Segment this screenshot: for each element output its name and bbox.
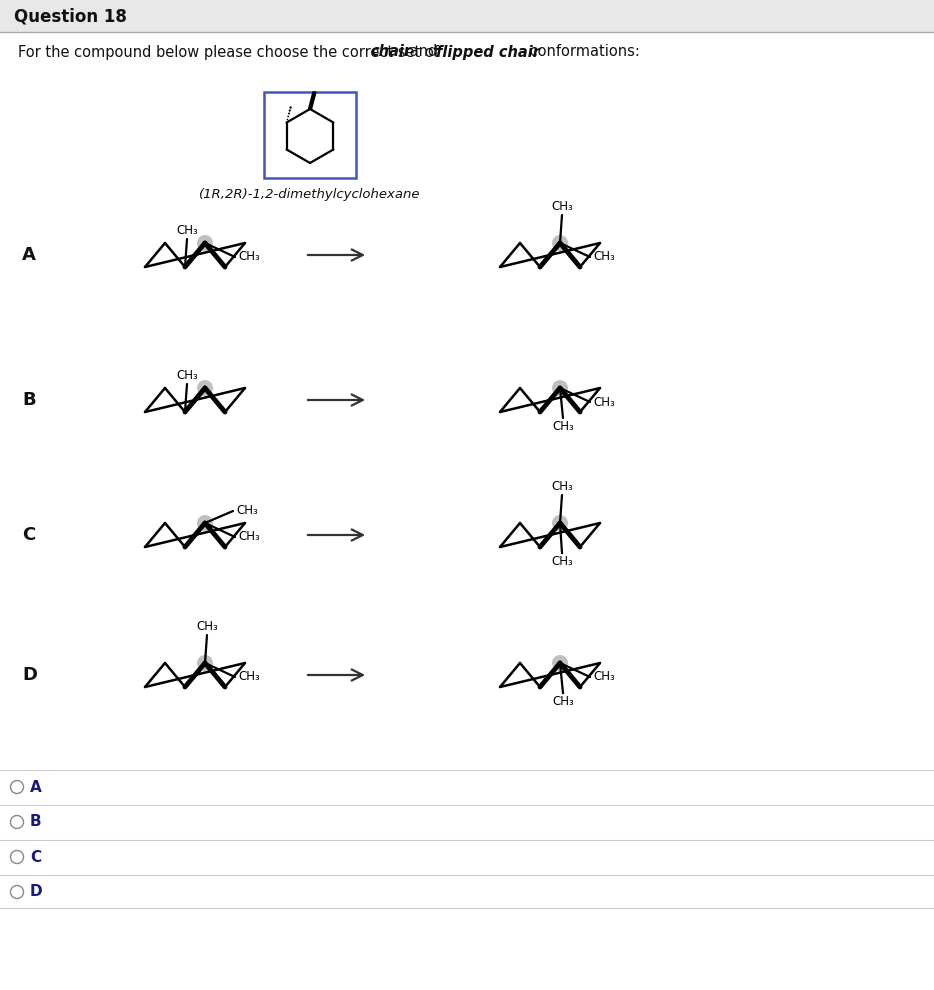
FancyBboxPatch shape xyxy=(264,92,356,178)
Text: CH₃: CH₃ xyxy=(238,250,260,263)
Text: (1R,2R)-1,2-dimethylcyclohexane: (1R,2R)-1,2-dimethylcyclohexane xyxy=(199,188,420,201)
Circle shape xyxy=(288,116,290,118)
Circle shape xyxy=(10,780,23,794)
Text: A: A xyxy=(22,246,35,264)
Text: CH₃: CH₃ xyxy=(238,670,260,683)
Circle shape xyxy=(288,113,290,115)
Text: B: B xyxy=(22,391,35,409)
Text: CH₃: CH₃ xyxy=(196,620,218,633)
Text: C: C xyxy=(30,849,41,864)
Polygon shape xyxy=(308,92,316,109)
Text: A: A xyxy=(30,779,42,795)
Circle shape xyxy=(197,655,213,671)
Circle shape xyxy=(286,122,288,123)
Circle shape xyxy=(552,655,568,671)
Circle shape xyxy=(552,380,568,396)
FancyBboxPatch shape xyxy=(0,0,934,32)
Text: CH₃: CH₃ xyxy=(552,695,573,708)
Text: CH₃: CH₃ xyxy=(177,369,198,382)
Text: C: C xyxy=(22,526,35,544)
Text: CH₃: CH₃ xyxy=(593,250,615,263)
Text: CH₃: CH₃ xyxy=(593,395,615,409)
Text: Question 18: Question 18 xyxy=(14,7,127,25)
Text: CH₃: CH₃ xyxy=(551,555,573,568)
Text: CH₃: CH₃ xyxy=(551,200,573,213)
Circle shape xyxy=(552,515,568,531)
Circle shape xyxy=(552,235,568,251)
Text: D: D xyxy=(30,884,43,900)
Circle shape xyxy=(10,850,23,863)
Circle shape xyxy=(197,515,213,531)
Text: B: B xyxy=(30,815,42,830)
Text: CH₃: CH₃ xyxy=(177,224,198,237)
Circle shape xyxy=(197,235,213,251)
Text: conformations:: conformations: xyxy=(525,45,640,59)
Text: CH₃: CH₃ xyxy=(551,480,573,493)
Circle shape xyxy=(10,816,23,829)
Circle shape xyxy=(290,106,291,109)
Text: For the compound below please choose the correct set of: For the compound below please choose the… xyxy=(18,45,444,59)
Circle shape xyxy=(10,885,23,899)
Text: chair: chair xyxy=(371,45,412,59)
Text: CH₃: CH₃ xyxy=(552,420,573,433)
Circle shape xyxy=(197,380,213,396)
Circle shape xyxy=(287,119,289,121)
Circle shape xyxy=(289,110,290,112)
Text: CH₃: CH₃ xyxy=(236,505,258,518)
Text: CH₃: CH₃ xyxy=(238,531,260,544)
Text: and: and xyxy=(405,45,442,59)
Text: D: D xyxy=(22,666,37,684)
Text: flipped chair: flipped chair xyxy=(436,45,541,59)
Text: CH₃: CH₃ xyxy=(593,670,615,683)
